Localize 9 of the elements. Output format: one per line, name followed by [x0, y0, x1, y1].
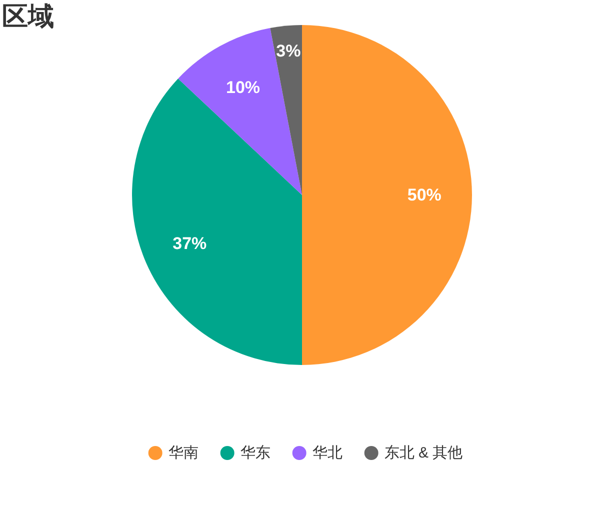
data-label: 37%	[172, 234, 207, 254]
data-label: 10%	[226, 78, 260, 98]
chart-title: 区域	[2, 1, 54, 31]
legend-label: 华南	[168, 444, 198, 462]
data-label: 50%	[407, 186, 442, 204]
legend-label: 华北	[312, 444, 342, 462]
data-label: 3%	[276, 42, 301, 61]
legend-label: 东北 & 其他	[384, 444, 463, 462]
legend-label: 华东	[240, 444, 270, 462]
